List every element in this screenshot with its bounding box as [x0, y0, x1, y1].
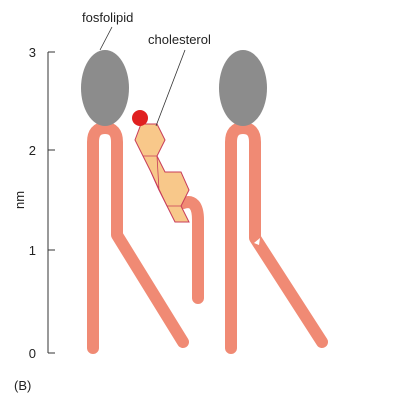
cholesterol-rings — [134, 123, 190, 223]
hydroxyl-group — [132, 110, 148, 126]
ring-bonds — [143, 155, 181, 207]
phospholipid-label: fosfolipid — [82, 10, 133, 25]
tick-label: 1 — [29, 243, 36, 258]
tick-label: 3 — [29, 45, 36, 60]
tick-label: 2 — [29, 143, 36, 158]
kink-mark — [254, 238, 260, 245]
cholesterol-label: cholesterol — [148, 32, 211, 47]
panel-label: (B) — [14, 378, 31, 393]
cholesterol-tail — [177, 196, 204, 304]
lipid-tails — [225, 122, 328, 354]
tick-label: 0 — [29, 346, 36, 361]
lipid-head — [219, 50, 267, 126]
lipid-tails — [87, 122, 189, 354]
leader-line — [155, 49, 186, 127]
axis-label: nm — [12, 191, 27, 209]
lipid-head — [81, 50, 129, 126]
leader-line — [99, 26, 113, 51]
